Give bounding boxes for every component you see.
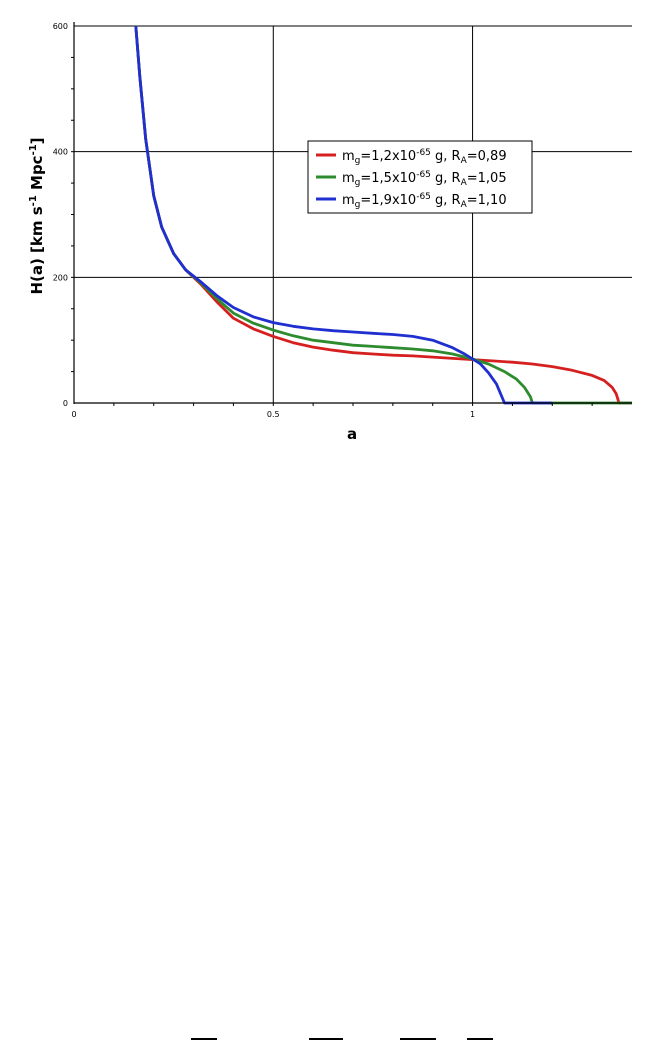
y-tick-label: 400 — [53, 148, 68, 157]
series-line-3 — [134, 25, 553, 405]
legend: mg=1,2x10-65 g, RA=0,89 mg=1,5x10-65 g, R… — [307, 140, 533, 214]
footer-rule-3 — [400, 1038, 436, 1040]
series-line-2 — [134, 25, 632, 405]
series-layer — [134, 25, 632, 405]
y-tick-label: 200 — [53, 273, 68, 282]
y-tick-label: 0 — [63, 399, 68, 408]
footer-rule-4 — [467, 1038, 493, 1040]
legend-label-3: mg=1,9x10-65 g, RA=1,10 — [342, 192, 507, 210]
y-axis-title: H(a) [km s-1 Mpc-1] — [28, 137, 46, 294]
footer-rule-1 — [191, 1038, 217, 1040]
tick-labels: 0 0.5 1 0 200 400 600 — [53, 22, 475, 419]
y-axis-title-end: ] — [28, 137, 46, 144]
legend-label-1: mg=1,2x10-65 g, RA=0,89 — [342, 148, 507, 166]
legend-label-2: mg=1,5x10-65 g, RA=1,05 — [342, 170, 507, 188]
x-tick-label: 0 — [71, 410, 76, 419]
y-axis-title-sup1: -1 — [28, 195, 39, 206]
legend-box — [307, 140, 533, 214]
y-axis-title-mid: Mpc — [28, 155, 46, 195]
y-axis-title-main: H(a) [km s — [28, 206, 46, 294]
y-axis-title-sup2: -1 — [28, 144, 39, 155]
y-tick-label: 600 — [53, 22, 68, 31]
axes — [71, 22, 632, 406]
x-tick-label: 1 — [470, 410, 475, 419]
footer-rule-2 — [309, 1038, 343, 1040]
x-axis-title: a — [347, 425, 357, 443]
x-tick-label: 0.5 — [267, 410, 280, 419]
